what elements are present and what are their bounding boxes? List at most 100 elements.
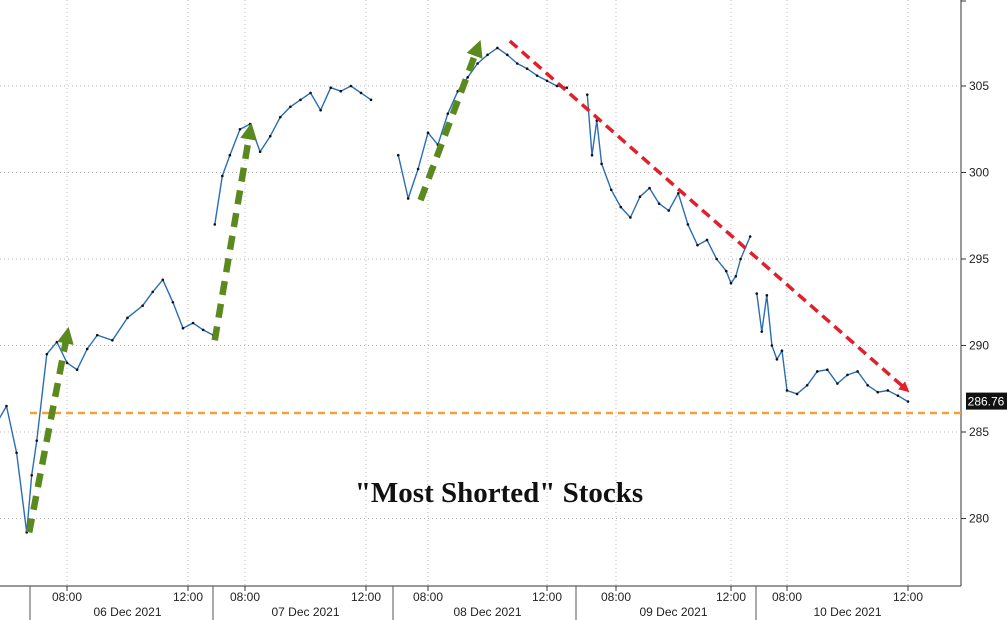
data-point — [476, 62, 479, 65]
data-point — [535, 74, 539, 77]
data-point — [221, 174, 224, 178]
data-point — [755, 292, 759, 295]
data-point — [45, 352, 49, 356]
data-point — [856, 370, 859, 373]
y-tick-label: 295 — [969, 252, 989, 266]
x-tick-label: 08:00 — [52, 590, 82, 604]
data-point — [705, 238, 709, 242]
x-tick-label: 08:00 — [601, 590, 631, 604]
data-point — [15, 451, 18, 455]
data-point — [886, 389, 890, 392]
data-point — [515, 62, 519, 65]
annotation-arrows — [25, 39, 910, 533]
day-label: 09 Dec 2021 — [639, 605, 707, 619]
y-tick-label: 300 — [969, 166, 989, 180]
data-point — [369, 98, 373, 102]
data-point — [416, 167, 420, 171]
data-point — [248, 122, 252, 126]
data-point — [95, 333, 99, 337]
y-tick-label: 305 — [969, 79, 989, 93]
data-point — [319, 108, 322, 112]
data-point — [213, 223, 217, 226]
data-point — [667, 209, 671, 212]
data-point — [657, 202, 661, 205]
data-point — [289, 105, 292, 109]
data-point — [770, 344, 774, 347]
trend-arrow-red — [508, 39, 910, 393]
x-tick-label: 08:00 — [772, 590, 802, 604]
grid — [0, 0, 961, 586]
data-point — [619, 205, 623, 209]
data-point — [201, 328, 205, 332]
last-value-badge — [966, 392, 1007, 410]
series-line-segment — [0, 279, 214, 533]
data-point — [339, 89, 343, 93]
data-point — [638, 195, 642, 199]
data-point — [268, 134, 272, 138]
data-point — [826, 368, 829, 372]
data-point — [85, 347, 89, 351]
trend-arrow-green — [25, 326, 74, 533]
data-point — [780, 349, 784, 352]
data-point — [696, 243, 699, 247]
data-point — [466, 76, 469, 79]
series-line-segment — [397, 47, 567, 200]
data-point — [161, 278, 165, 282]
data-point — [406, 197, 410, 200]
data-point — [715, 257, 718, 261]
data-point — [876, 390, 880, 394]
data-point — [126, 316, 129, 320]
data-point — [729, 281, 733, 285]
x-tick-label: 12:00 — [351, 590, 381, 604]
data-point — [760, 330, 764, 333]
data-point — [258, 150, 262, 154]
last-value-label: 286.76 — [968, 395, 1005, 409]
data-point — [396, 153, 400, 157]
data-point — [228, 153, 232, 157]
x-tick-label: 12:00 — [716, 590, 746, 604]
data-point — [609, 188, 613, 192]
data-point — [525, 67, 529, 70]
data-point — [739, 257, 742, 261]
data-point — [181, 326, 185, 330]
day-label: 06 Dec 2021 — [93, 605, 161, 619]
day-label: 10 Dec 2021 — [813, 605, 881, 619]
data-point — [151, 290, 155, 294]
data-point — [299, 98, 302, 102]
data-point — [446, 112, 450, 115]
data-point — [238, 127, 242, 131]
data-point — [805, 383, 809, 387]
data-point — [349, 84, 353, 88]
data-point — [896, 394, 900, 397]
data-point — [111, 339, 114, 342]
data-point — [648, 186, 651, 190]
data-point — [496, 46, 499, 50]
data-point — [585, 93, 589, 96]
day-label: 08 Dec 2021 — [453, 605, 521, 619]
data-point — [171, 300, 175, 304]
x-tick-label: 12:00 — [173, 590, 203, 604]
day-label: 07 Dec 2021 — [271, 605, 339, 619]
series-lines — [0, 46, 910, 534]
data-point — [866, 383, 869, 387]
data-point — [676, 191, 680, 195]
data-point — [629, 216, 632, 219]
data-point — [545, 79, 549, 83]
data-point — [748, 235, 752, 238]
data-point — [191, 321, 195, 325]
data-point — [35, 439, 39, 442]
data-point — [734, 275, 738, 278]
chart-title: "Most Shorted" Stocks — [355, 477, 643, 509]
y-tick-label: 285 — [969, 425, 989, 439]
data-point — [55, 340, 59, 344]
data-point — [906, 400, 910, 403]
x-tick-label: 08:00 — [413, 590, 443, 604]
series-line-segment — [756, 293, 909, 403]
data-point — [75, 368, 79, 372]
data-point — [278, 115, 282, 119]
data-point — [795, 392, 799, 396]
x-tick-label: 12:00 — [532, 590, 562, 604]
data-point — [555, 84, 559, 88]
data-point — [686, 223, 690, 226]
